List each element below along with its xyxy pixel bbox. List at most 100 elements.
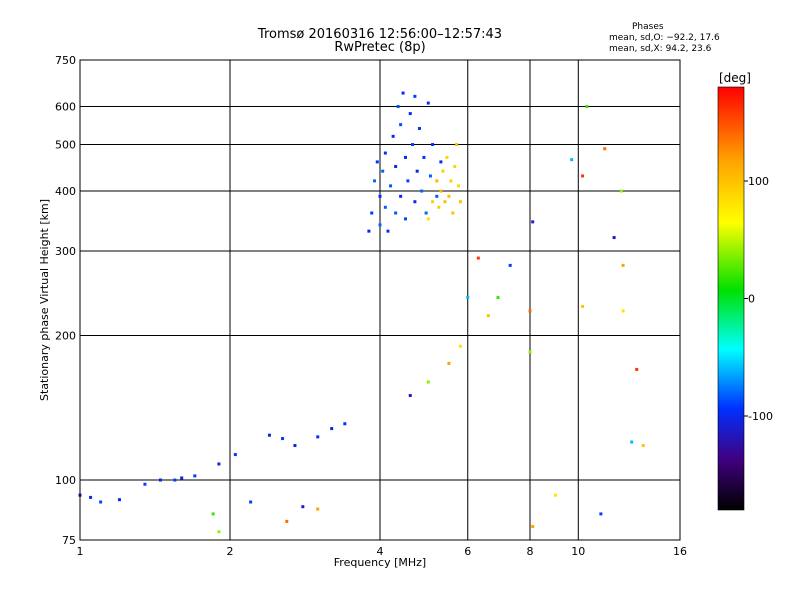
data-point: [158, 478, 162, 482]
data-point: [415, 169, 419, 173]
data-point: [457, 184, 461, 188]
data-point: [531, 525, 535, 529]
chart-title: Tromsø 20160316 12:56:00–12:57:43: [257, 27, 503, 42]
data-point: [553, 493, 557, 497]
data-point: [443, 200, 447, 204]
data-point: [233, 453, 237, 457]
data-point: [394, 211, 398, 215]
data-point: [403, 217, 407, 221]
data-point: [630, 440, 634, 444]
data-point: [435, 179, 439, 183]
data-point: [439, 160, 443, 164]
x-tick-label: 10: [571, 545, 585, 558]
x-axis-label: Frequency [MHz]: [334, 556, 426, 569]
data-point: [426, 101, 430, 105]
data-point: [581, 304, 585, 308]
data-point: [193, 474, 197, 478]
data-point: [413, 94, 417, 98]
y-axis-label: Stationary phase Virtual Height [km]: [38, 199, 51, 401]
colorbar: [717, 86, 745, 511]
data-point: [486, 314, 490, 318]
data-point: [528, 350, 532, 354]
data-point: [383, 151, 387, 155]
x-tick-label: 16: [673, 545, 687, 558]
data-point: [180, 476, 184, 480]
data-point: [373, 179, 377, 183]
data-point: [406, 179, 410, 183]
data-point: [441, 169, 445, 173]
data-point: [403, 155, 407, 159]
data-point: [422, 155, 426, 159]
data-point: [426, 217, 430, 221]
data-point: [453, 164, 457, 168]
data-point: [585, 105, 589, 109]
data-point: [635, 367, 639, 371]
colorbar-ticks: 100 0 -100: [744, 175, 773, 423]
data-point: [408, 112, 412, 116]
data-point: [528, 309, 532, 313]
data-point: [396, 105, 400, 109]
data-point: [476, 256, 480, 260]
data-point: [445, 155, 449, 159]
phase-stats-x-mode: mean, sd,X: 94.2, 23.6: [609, 44, 712, 54]
y-tick-label: 300: [55, 245, 76, 258]
data-point: [411, 143, 415, 147]
data-point: [435, 194, 439, 198]
data-point: [496, 296, 500, 300]
data-point: [217, 530, 221, 534]
colorbar-tick-label: 0: [748, 293, 755, 306]
data-point: [621, 309, 625, 313]
data-point: [426, 380, 430, 384]
data-point: [401, 91, 405, 95]
data-point: [173, 478, 177, 482]
series-3: [211, 105, 645, 534]
data-point: [437, 205, 441, 209]
data-point: [301, 505, 305, 509]
data-point: [451, 211, 455, 215]
series-1: [426, 143, 462, 221]
data-point: [458, 344, 462, 348]
data-point: [408, 394, 412, 398]
data-point: [367, 229, 371, 233]
x-tick-label: 2: [227, 545, 234, 558]
data-point: [424, 211, 428, 215]
chart-subtitle: RwPretec (8p): [334, 40, 426, 55]
data-point: [99, 500, 103, 504]
data-point: [431, 200, 435, 204]
data-point: [531, 220, 535, 224]
data-point: [217, 462, 221, 466]
data-point: [612, 236, 616, 240]
data-point: [449, 179, 453, 183]
data-point: [343, 422, 347, 426]
y-tick-label: 600: [55, 101, 76, 114]
data-point: [431, 143, 435, 147]
data-point: [413, 200, 417, 204]
data-point: [249, 500, 253, 504]
data-point: [641, 444, 645, 448]
data-point: [621, 263, 625, 267]
data-point: [417, 126, 421, 130]
data-point: [603, 147, 607, 151]
x-tick-label: 1: [77, 545, 84, 558]
y-tick-label: 750: [55, 54, 76, 67]
series-2: [78, 422, 347, 504]
data-point: [381, 169, 385, 173]
y-tick-label: 75: [62, 534, 76, 547]
data-point: [399, 123, 403, 127]
data-point: [211, 512, 215, 516]
data-points: [78, 91, 645, 534]
data-point: [599, 512, 603, 516]
phase-stats-heading: Phases: [632, 22, 664, 32]
data-point: [458, 200, 462, 204]
y-axis-ticks: 75 100 200 300 400 500 600 750: [55, 54, 76, 547]
data-point: [389, 184, 393, 188]
data-point: [316, 435, 320, 439]
data-point: [428, 174, 432, 178]
x-tick-label: 8: [527, 545, 534, 558]
data-point: [383, 205, 387, 209]
data-point: [399, 194, 403, 198]
data-point: [370, 211, 374, 215]
data-point: [581, 174, 585, 178]
data-point: [570, 158, 574, 162]
